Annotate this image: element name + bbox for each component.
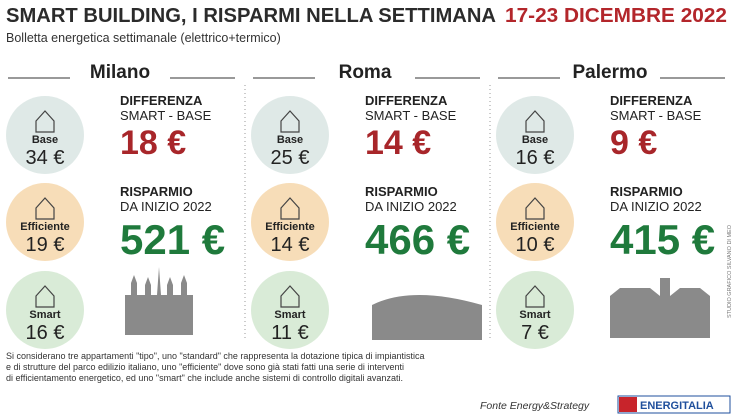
savings-value: 521 € (120, 216, 225, 263)
difference-label: DIFFERENZA (610, 93, 693, 108)
savings-value: 466 € (365, 216, 470, 263)
cost-circle (496, 183, 574, 261)
cost-label: Smart (29, 309, 61, 321)
difference-label: DIFFERENZA (365, 93, 448, 108)
cost-circle (496, 96, 574, 174)
house-icon (35, 197, 55, 220)
subtitle: Bolletta energetica settimanale (elettri… (6, 31, 281, 45)
cost-circle (251, 183, 329, 261)
cost-label: Smart (274, 309, 306, 321)
note-line: di efficientamento energetico, ed uno "s… (6, 373, 403, 383)
house-icon (280, 285, 300, 308)
savings-label: RISPARMIO (610, 184, 683, 199)
savings-label: DA INIZIO 2022 (120, 199, 212, 214)
logo: ENERGITALIA (640, 400, 714, 412)
title: SMART BUILDING, I RISPARMI NELLA SETTIMA… (6, 5, 496, 27)
city-name: Roma (339, 62, 392, 83)
cost-circle (251, 271, 329, 349)
logo-box (617, 395, 731, 414)
credit: STUDIO GRAFICO SILVANO DI MEO (727, 224, 733, 318)
cost-value: 25 € (271, 147, 310, 169)
landmark (125, 267, 193, 335)
house-icon (525, 110, 545, 133)
cost-value: 34 € (26, 147, 65, 169)
savings-label: DA INIZIO 2022 (365, 199, 457, 214)
savings-label: DA INIZIO 2022 (610, 199, 702, 214)
cost-label: Base (32, 134, 58, 146)
house-icon (280, 197, 300, 220)
house-icon (525, 197, 545, 220)
cost-value: 16 € (516, 147, 555, 169)
cost-value: 10 € (516, 234, 555, 256)
difference-label: SMART - BASE (610, 108, 702, 123)
date: 17-23 DICEMBRE 2022 (505, 5, 727, 27)
source: Fonte Energy&Strategy (480, 400, 590, 412)
cost-value: 14 € (271, 234, 310, 256)
cost-label: Efficiente (20, 221, 70, 233)
difference-label: SMART - BASE (120, 108, 212, 123)
cost-label: Efficiente (510, 221, 560, 233)
cost-value: 19 € (26, 234, 65, 256)
savings-label: RISPARMIO (365, 184, 438, 199)
cost-label: Smart (519, 309, 551, 321)
difference-label: SMART - BASE (365, 108, 457, 123)
landmark (372, 295, 482, 340)
cost-label: Base (277, 134, 303, 146)
cost-circle (496, 271, 574, 349)
logo-mark (619, 397, 637, 412)
difference-label: DIFFERENZA (120, 93, 203, 108)
savings-value: 415 € (610, 216, 715, 263)
landmark (610, 278, 710, 338)
difference-value: 9 € (610, 124, 657, 162)
cost-circle (6, 183, 84, 261)
cost-circle (6, 96, 84, 174)
house-icon (280, 110, 300, 133)
house-icon (35, 110, 55, 133)
cost-circle (251, 96, 329, 174)
difference-value: 14 € (365, 124, 431, 162)
city-name: Milano (90, 62, 150, 83)
house-icon (525, 285, 545, 308)
cost-value: 7 € (521, 322, 549, 344)
cost-label: Efficiente (265, 221, 315, 233)
cost-value: 11 € (271, 322, 308, 344)
difference-value: 18 € (120, 124, 186, 162)
note-line: Si considerano tre appartamenti "tipo", … (6, 351, 425, 361)
city-name: Palermo (573, 62, 648, 83)
cost-circle (6, 271, 84, 349)
note-line: e di strutture del parco edilizio italia… (6, 362, 404, 372)
house-icon (35, 285, 55, 308)
cost-value: 16 € (26, 322, 65, 344)
savings-label: RISPARMIO (120, 184, 193, 199)
cost-label: Base (522, 134, 548, 146)
